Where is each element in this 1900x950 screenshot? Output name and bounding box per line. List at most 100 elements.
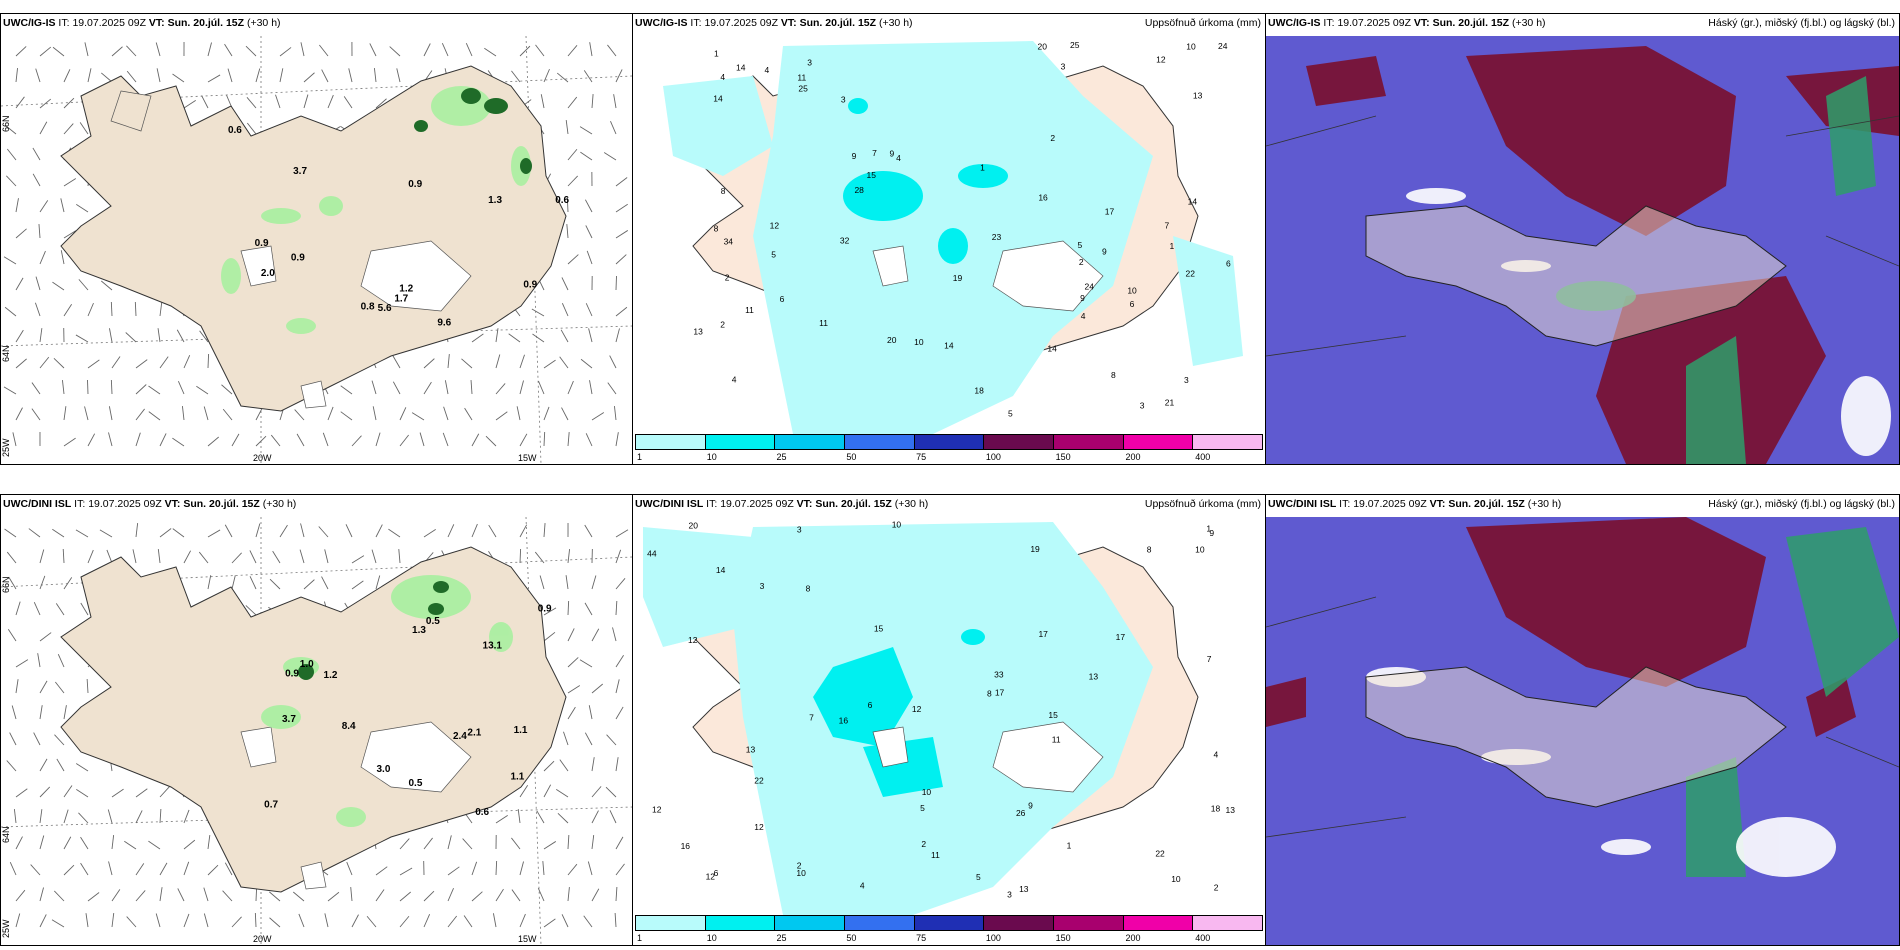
wind-barb [199,330,209,343]
map-value-label: 13 [746,744,756,754]
wind-barb [111,788,124,798]
map-value-label: 0.9 [523,279,537,290]
legend-tick-label: 200 [1125,933,1141,943]
wind-barb [423,43,431,57]
wind-barb [31,382,41,395]
wind-barb [375,575,381,590]
wind-barb [3,386,17,395]
wind-barb [423,890,435,902]
wind-barb [255,523,261,538]
cloud-high-layer [1266,517,1856,737]
wind-barb [110,379,113,395]
wind-barb [39,914,47,928]
map-value-label: 33 [994,669,1004,679]
wind-barb [444,380,449,395]
precip-map-top: 2143482395148432014192396241228222011243… [663,40,1243,434]
wind-barb [15,228,27,239]
wind-barb [207,353,210,369]
wind-barb [15,836,23,850]
wind-barb [471,333,484,343]
wind-barb [57,654,65,668]
map-value-label: 2 [725,272,730,282]
wind-barb [224,524,233,538]
wind-barb [28,528,41,538]
wind-barb [607,382,617,395]
wind-barb [559,356,569,369]
wind-barb [38,224,41,239]
wind-barb [591,412,605,421]
wind-barb [107,809,113,824]
wind-barb [340,411,353,421]
wind-barb [155,913,161,928]
wind-barb [321,69,329,83]
wind-panel-bottom: UWC/DINI ISL IT: 19.07.2025 09Z VT: Sun.… [0,494,633,946]
wind-barb [108,432,113,447]
wind-barb [181,406,185,421]
map-value-label: 11 [745,305,754,315]
iceland-outline [1365,666,1787,808]
wind-barb [584,199,593,213]
wind-barb [135,863,145,876]
map-value-label: 5 [1077,240,1082,250]
wind-barb [172,528,185,538]
wind-barb [471,861,478,876]
wind-barb [132,549,137,564]
wind-barb [39,758,48,772]
wind-barb [614,912,617,928]
wind-barb [135,384,147,395]
wind-barb [255,407,263,421]
legend-tick-label: 10 [706,933,717,943]
wind-barb [372,406,377,421]
wind-barb [579,659,593,668]
map-value-label: 1.7 [394,293,408,304]
wind-barb [615,177,628,187]
wind-barb [543,406,550,421]
legend-swatch [775,916,846,930]
wind-barb [591,810,599,824]
cloud-mid-layer [1686,527,1899,877]
map-value-label: 4 [1214,750,1219,760]
wind-barb [51,919,65,928]
wind-barb [227,68,233,83]
wind-barb [222,408,233,421]
map-value-label: 22 [1155,848,1165,858]
wind-barb [423,358,435,369]
wind-barb [484,47,497,57]
wind-barb [345,524,353,538]
map-value-label: 14 [1188,196,1198,206]
wind-barb [511,837,521,850]
wind-barb [327,406,334,421]
panel-title: UWC/DINI ISL IT: 19.07.2025 09Z VT: Sun.… [3,498,297,510]
wind-barb [371,549,377,564]
wind-barb [108,406,113,421]
wind-barb [155,42,161,57]
map-value-label: 8 [721,186,726,196]
wind-barb [399,838,410,850]
wind-barb [203,887,209,902]
wind-barb [567,628,575,642]
map-value-label: 3.7 [293,166,307,177]
wind-barb [60,250,65,265]
map-value-label: 2.4 [453,731,467,742]
wind-barb [350,887,353,902]
wind-barb [319,44,329,57]
legend-swatch [636,435,706,449]
legend-swatch [1123,916,1194,930]
map-value-label: 24 [1218,41,1228,51]
wind-barb [106,549,113,564]
wind-barb [561,277,569,291]
wind-barb [84,42,89,57]
lat-label-64n: 64N [1,345,11,362]
wind-barb [270,434,281,447]
wind-barb [566,224,569,239]
wind-barb [39,98,52,109]
wind-barb [7,629,17,642]
map-value-label: 0.6 [555,195,569,206]
map-value-label: 3 [797,525,802,535]
wind-barb [156,68,161,83]
wind-barb [37,653,41,668]
legend-swatch [845,916,915,930]
wind-barb [111,913,115,928]
wind-barb [39,46,52,57]
map-value-label: 13 [1019,884,1029,894]
